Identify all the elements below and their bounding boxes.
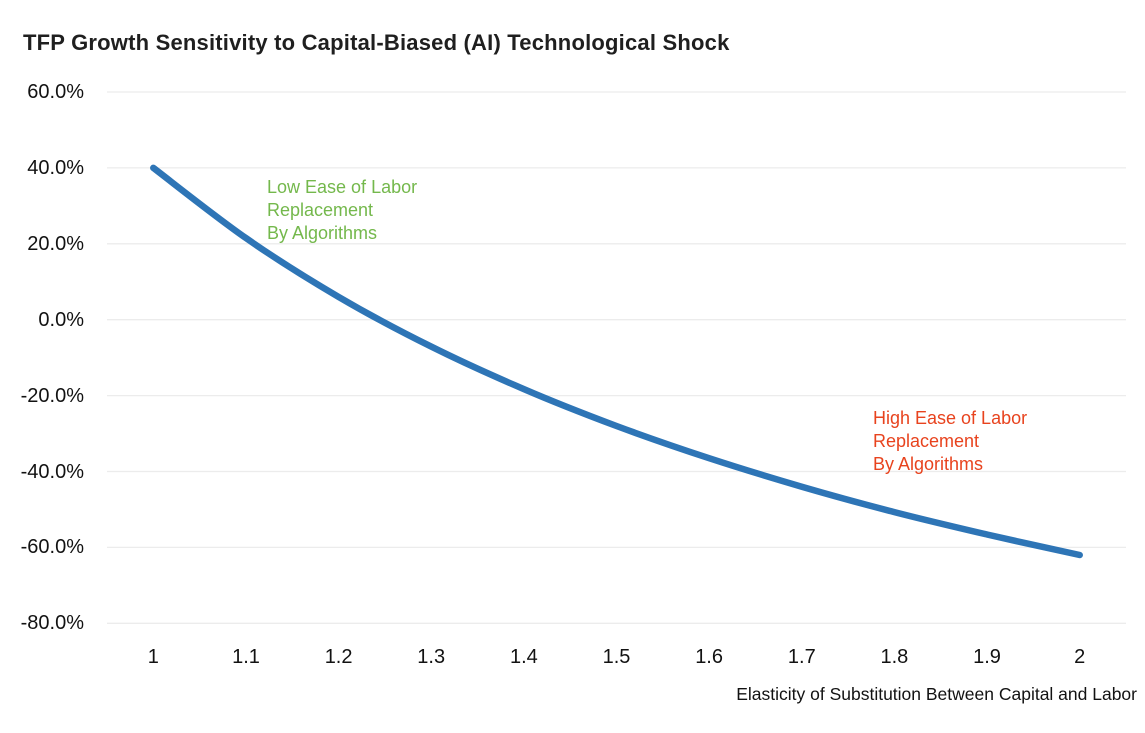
y-tick-label: 40.0%	[27, 156, 84, 179]
x-tick-label: 1	[147, 646, 159, 668]
y-tick-label: 20.0%	[27, 232, 84, 255]
y-tick-label: 60.0%	[27, 81, 84, 103]
x-tick-label: 1.9	[973, 646, 1001, 668]
chart-title: TFP Growth Sensitivity to Capital-Biased…	[23, 30, 730, 55]
x-tick-label: 2	[1074, 646, 1086, 668]
series-line-tfp-sensitivity	[150, 164, 1083, 559]
x-axis-title: Elasticity of Substitution Between Capit…	[736, 684, 1137, 704]
x-tick-label: 1.3	[417, 646, 446, 668]
x-tick-label: 1.4	[509, 646, 538, 668]
x-tick-label: 1.7	[787, 646, 816, 668]
y-tick-label: -40.0%	[20, 460, 84, 483]
x-tick-label: 1.8	[880, 646, 909, 668]
annotation-high-ease-of-labor-replacement: High Ease of Labor Replacement By Algori…	[873, 408, 1028, 474]
x-tick-label: 1.5	[602, 646, 631, 668]
y-tick-label: -80.0%	[20, 612, 84, 635]
y-tick-label: 0.0%	[38, 308, 84, 331]
x-tick-label: 1.2	[324, 646, 353, 668]
y-tick-label: -20.0%	[20, 384, 84, 407]
y-tick-label: -60.0%	[20, 536, 84, 559]
x-tick-label: 1.1	[232, 646, 260, 668]
x-tick-label: 1.6	[695, 646, 723, 668]
annotation-low-ease-of-labor-replacement: Low Ease of Labor Replacement By Algorit…	[267, 177, 418, 243]
